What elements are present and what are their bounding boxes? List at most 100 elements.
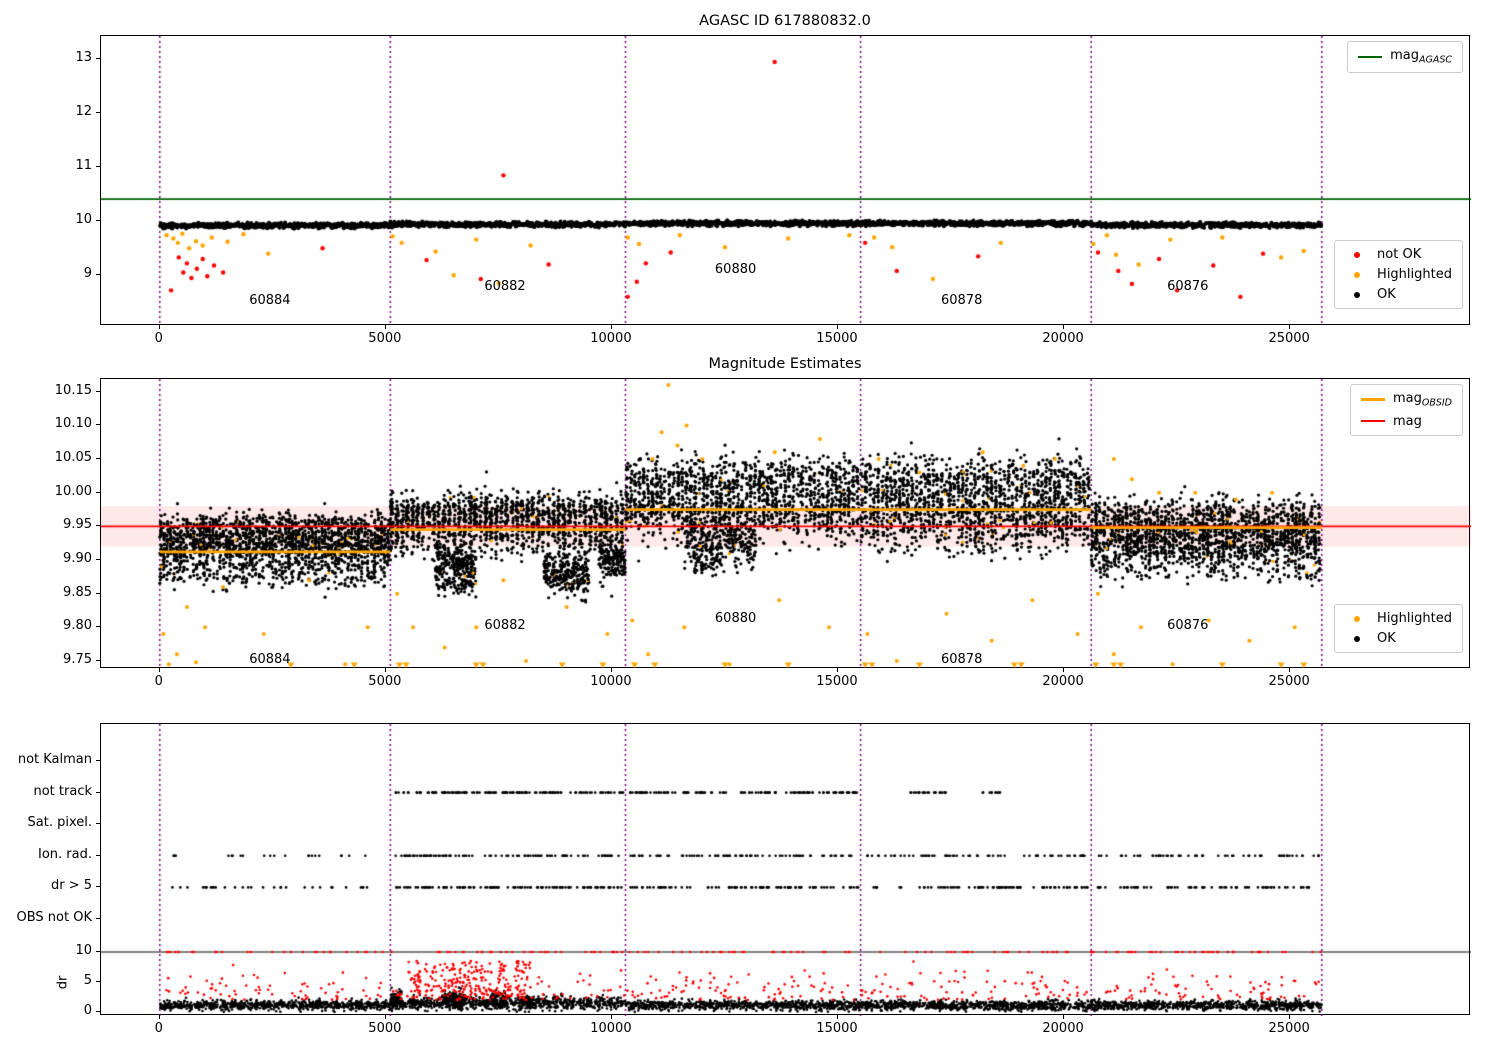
top-plot-canvas xyxy=(101,36,1471,326)
y-tick-label: 9.85 xyxy=(63,584,92,600)
legend-entry: mag xyxy=(1360,413,1452,429)
legend-entry: magAGASC xyxy=(1358,48,1452,66)
y-tick-mark xyxy=(96,525,100,527)
legend-entry: Highlighted xyxy=(1345,611,1452,626)
legend-entry: OK xyxy=(1345,631,1452,646)
y-tick-mark xyxy=(96,166,100,168)
flag-row-label: not track xyxy=(33,783,92,799)
dr-tick-label: 5 xyxy=(83,973,92,988)
y-tick-label: 10.15 xyxy=(54,382,92,398)
x-tick-mark xyxy=(836,668,838,672)
y-tick-mark xyxy=(96,760,100,761)
y-tick-label: 11 xyxy=(75,158,92,174)
obsid-label: 60876 xyxy=(1167,279,1209,295)
dr-tick-label: 0 xyxy=(83,1003,92,1018)
legend-line-swatch xyxy=(1360,420,1385,422)
legend-label: Highlighted xyxy=(1377,611,1452,626)
flag-row-label: OBS not OK xyxy=(16,910,93,925)
top-plot-title: AGASC ID 617880832.0 xyxy=(699,13,871,29)
y-tick-mark xyxy=(96,791,100,793)
x-tick-mark xyxy=(384,1015,386,1019)
y-tick-label: 9.75 xyxy=(63,651,92,667)
bottom-plot-axes xyxy=(100,723,1471,1016)
flag-row-label: not Kalman xyxy=(17,752,92,767)
x-tick-label: 25000 xyxy=(1268,331,1310,346)
y-tick-mark xyxy=(96,558,100,560)
x-tick-mark xyxy=(836,1015,838,1019)
x-tick-label: 0 xyxy=(154,674,163,689)
legend-entry: OK xyxy=(1345,287,1452,302)
x-tick-mark xyxy=(836,325,838,329)
legend-dot-marker xyxy=(1354,291,1361,298)
legend-mid-points: Highlighted OK xyxy=(1334,604,1463,653)
legend-top-points: not OK Highlighted OK xyxy=(1334,240,1463,309)
obsid-label: 60880 xyxy=(714,261,757,277)
flag-row-label: Ion. rad. xyxy=(38,846,92,862)
x-tick-label: 10000 xyxy=(590,331,632,346)
obsid-label: 60884 xyxy=(249,651,291,667)
x-tick-mark xyxy=(158,668,160,672)
middle-plot-axes xyxy=(100,378,1471,669)
x-tick-label: 0 xyxy=(154,1021,163,1036)
y-tick-mark xyxy=(96,458,100,460)
x-tick-mark xyxy=(610,1015,612,1019)
obsid-label: 60882 xyxy=(484,279,526,295)
flag-row-label: dr > 5 xyxy=(50,878,92,894)
y-tick-mark xyxy=(96,112,100,114)
x-tick-mark xyxy=(610,325,612,329)
y-tick-mark xyxy=(96,58,100,60)
x-tick-mark xyxy=(1063,668,1065,672)
x-tick-label: 15000 xyxy=(816,1021,858,1036)
y-tick-mark xyxy=(96,981,100,982)
legend-label: OK xyxy=(1377,631,1396,646)
top-plot-axes xyxy=(100,35,1471,326)
x-tick-mark xyxy=(384,325,386,329)
legend-entry: magOBSID xyxy=(1360,391,1452,409)
y-tick-mark xyxy=(96,918,100,919)
x-tick-label: 5000 xyxy=(368,674,402,689)
x-tick-mark xyxy=(1289,325,1291,329)
x-tick-mark xyxy=(610,668,612,672)
obsid-label: 60880 xyxy=(714,611,757,627)
y-tick-mark xyxy=(96,886,100,888)
obsid-label: 60876 xyxy=(1167,617,1209,633)
y-tick-mark xyxy=(96,491,100,493)
legend-dot-marker xyxy=(1354,635,1361,642)
legend-dot-marker xyxy=(1354,615,1361,622)
x-tick-mark xyxy=(158,1015,160,1019)
legend-label: Highlighted xyxy=(1377,267,1452,282)
y-tick-label: 9.95 xyxy=(63,517,92,533)
obsid-label: 60882 xyxy=(484,617,526,633)
x-tick-label: 10000 xyxy=(590,674,632,689)
x-tick-label: 20000 xyxy=(1042,331,1084,346)
x-tick-label: 20000 xyxy=(1042,1021,1084,1036)
y-tick-label: 13 xyxy=(75,50,92,66)
y-tick-mark xyxy=(96,626,100,628)
x-tick-mark xyxy=(1063,325,1065,329)
x-tick-label: 25000 xyxy=(1268,674,1310,689)
legend-label: mag xyxy=(1392,413,1422,429)
x-tick-label: 15000 xyxy=(816,674,858,689)
y-tick-label: 9 xyxy=(83,266,92,282)
y-tick-mark xyxy=(96,390,100,392)
middle-plot-title: Magnitude Estimates xyxy=(708,356,862,372)
x-tick-label: 5000 xyxy=(368,1021,402,1036)
dr-tick-label: 10 xyxy=(75,943,92,958)
y-tick-mark xyxy=(96,1011,100,1012)
bottom-plot-canvas xyxy=(101,724,1471,1016)
legend-line-swatch xyxy=(1360,398,1385,402)
y-tick-label: 9.80 xyxy=(63,618,92,634)
legend-label: OK xyxy=(1377,287,1396,302)
legend-label: magOBSID xyxy=(1392,391,1452,409)
y-tick-label: 9.90 xyxy=(63,550,92,566)
legend-mag-lines: magOBSID mag xyxy=(1349,384,1463,436)
y-tick-mark xyxy=(96,659,100,661)
x-tick-mark xyxy=(1289,1015,1291,1019)
obsid-label: 60878 xyxy=(940,651,983,667)
y-tick-label: 10.10 xyxy=(54,416,92,432)
legend-entry: Highlighted xyxy=(1345,267,1452,282)
legend-label: magAGASC xyxy=(1390,48,1452,66)
y-tick-mark xyxy=(96,951,100,952)
x-tick-label: 15000 xyxy=(816,331,858,346)
